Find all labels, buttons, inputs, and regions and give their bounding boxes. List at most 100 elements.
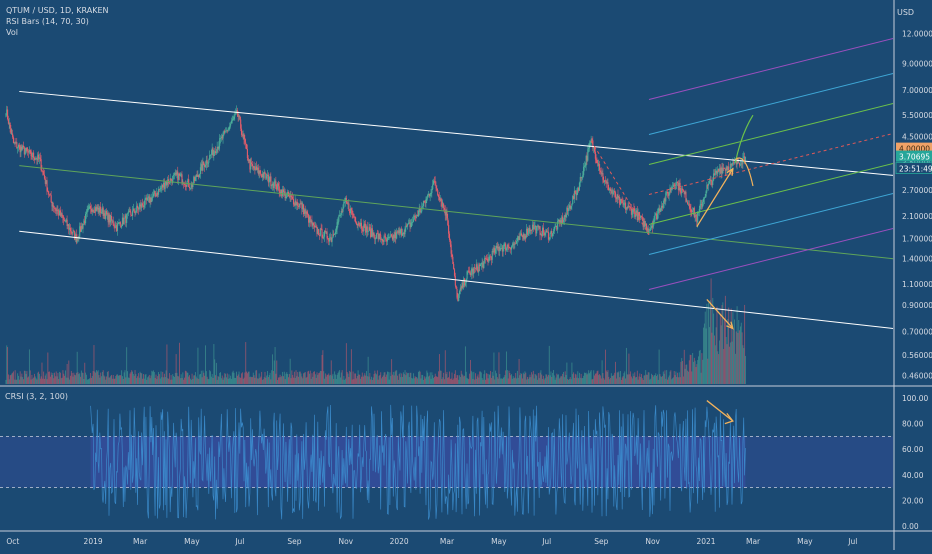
price-tick-label: 0.70000 bbox=[902, 327, 932, 336]
volume-bar bbox=[175, 354, 177, 384]
volume-bar bbox=[247, 371, 249, 384]
price-tick-label: 7.00000 bbox=[902, 86, 932, 95]
candle-body bbox=[310, 220, 312, 222]
projection-up bbox=[734, 114, 754, 163]
volume-bar bbox=[515, 372, 517, 384]
volume-bar bbox=[308, 370, 310, 384]
volume-bar bbox=[54, 376, 56, 384]
candle-body bbox=[611, 190, 613, 194]
volume-bar bbox=[559, 377, 561, 384]
candle-body bbox=[147, 197, 149, 201]
candle-body bbox=[65, 219, 67, 221]
candle-body bbox=[526, 228, 529, 235]
crsi-tick-label: 60.00 bbox=[902, 445, 924, 454]
candle-body bbox=[598, 164, 600, 166]
volume-bar bbox=[189, 375, 191, 384]
volume-bar bbox=[231, 372, 233, 384]
volume-bar bbox=[301, 376, 303, 384]
volume-bar bbox=[237, 374, 239, 384]
volume-bar bbox=[80, 376, 81, 384]
candle-body bbox=[670, 187, 672, 191]
candle-body bbox=[470, 271, 472, 276]
volume-bar bbox=[205, 345, 206, 384]
candle-body bbox=[47, 191, 49, 193]
volume-bar bbox=[210, 371, 211, 384]
candle-body bbox=[101, 207, 103, 213]
volume-bar bbox=[86, 379, 88, 384]
volume-bar bbox=[374, 370, 376, 384]
volume-bar bbox=[644, 375, 646, 384]
candle-body bbox=[708, 181, 710, 184]
candle-body bbox=[657, 210, 659, 214]
candle-body bbox=[267, 174, 269, 183]
volume-bar bbox=[151, 370, 153, 384]
volume-bar bbox=[12, 372, 14, 384]
candle-body bbox=[710, 179, 712, 182]
volume-bar bbox=[51, 374, 53, 384]
volume-bar bbox=[18, 379, 20, 384]
candle-body bbox=[562, 219, 565, 223]
volume-bar bbox=[354, 373, 356, 384]
volume-bar bbox=[334, 374, 336, 384]
volume-bar bbox=[402, 372, 404, 384]
candle-body bbox=[365, 226, 368, 233]
candle-body bbox=[717, 168, 719, 174]
candle-body bbox=[406, 225, 408, 227]
volume-bar bbox=[418, 371, 419, 384]
candle-body bbox=[690, 208, 692, 212]
volume-bar bbox=[475, 373, 476, 384]
volume-bar bbox=[34, 376, 36, 384]
volume-bar bbox=[561, 376, 563, 384]
volume-bar bbox=[19, 371, 21, 384]
volume-bar bbox=[262, 379, 264, 384]
volume-bar bbox=[590, 370, 592, 384]
volume-bar bbox=[581, 378, 583, 384]
volume-bar bbox=[391, 359, 393, 384]
volume-bar bbox=[187, 372, 189, 384]
candle-body bbox=[482, 262, 484, 269]
volume-bar bbox=[697, 360, 699, 384]
candle-body bbox=[391, 236, 394, 240]
candle-body bbox=[577, 187, 579, 191]
volume-bar bbox=[438, 354, 440, 384]
volume-bar bbox=[740, 322, 742, 384]
candle-body bbox=[97, 207, 99, 210]
volume-bar bbox=[303, 372, 305, 384]
candle-body bbox=[609, 188, 611, 190]
candle-body bbox=[380, 234, 382, 240]
volume-bar bbox=[340, 377, 341, 384]
candle-body bbox=[468, 270, 470, 272]
volume-bar bbox=[284, 379, 286, 384]
candle-body bbox=[652, 222, 654, 228]
candle-body bbox=[221, 136, 223, 139]
candle-body bbox=[154, 191, 156, 195]
volume-bar bbox=[402, 376, 403, 384]
candle-body bbox=[467, 270, 469, 272]
volume-bar bbox=[474, 379, 476, 384]
volume-bar bbox=[651, 373, 653, 384]
pitchfork-handle bbox=[590, 140, 650, 235]
volume-bar bbox=[116, 374, 118, 384]
candle-body bbox=[492, 251, 494, 253]
volume-bar bbox=[560, 375, 562, 384]
candle-body bbox=[531, 229, 533, 231]
candle-body bbox=[401, 233, 404, 236]
volume-bar bbox=[285, 373, 287, 384]
volume-bar bbox=[355, 373, 357, 384]
candle-body bbox=[309, 216, 311, 222]
candle-body bbox=[417, 210, 420, 217]
candle-body bbox=[23, 147, 25, 155]
candle-body bbox=[318, 229, 320, 236]
candle-body bbox=[654, 215, 656, 221]
candle-body bbox=[11, 133, 13, 135]
candle-body bbox=[469, 271, 471, 273]
candle-body bbox=[283, 191, 285, 193]
candle-body bbox=[247, 158, 249, 162]
volume-bar bbox=[392, 371, 394, 384]
candle-body bbox=[96, 206, 98, 210]
volume-bar bbox=[465, 371, 467, 384]
crsi-tick-label: 100.00 bbox=[902, 394, 928, 403]
volume-bar bbox=[743, 348, 745, 384]
